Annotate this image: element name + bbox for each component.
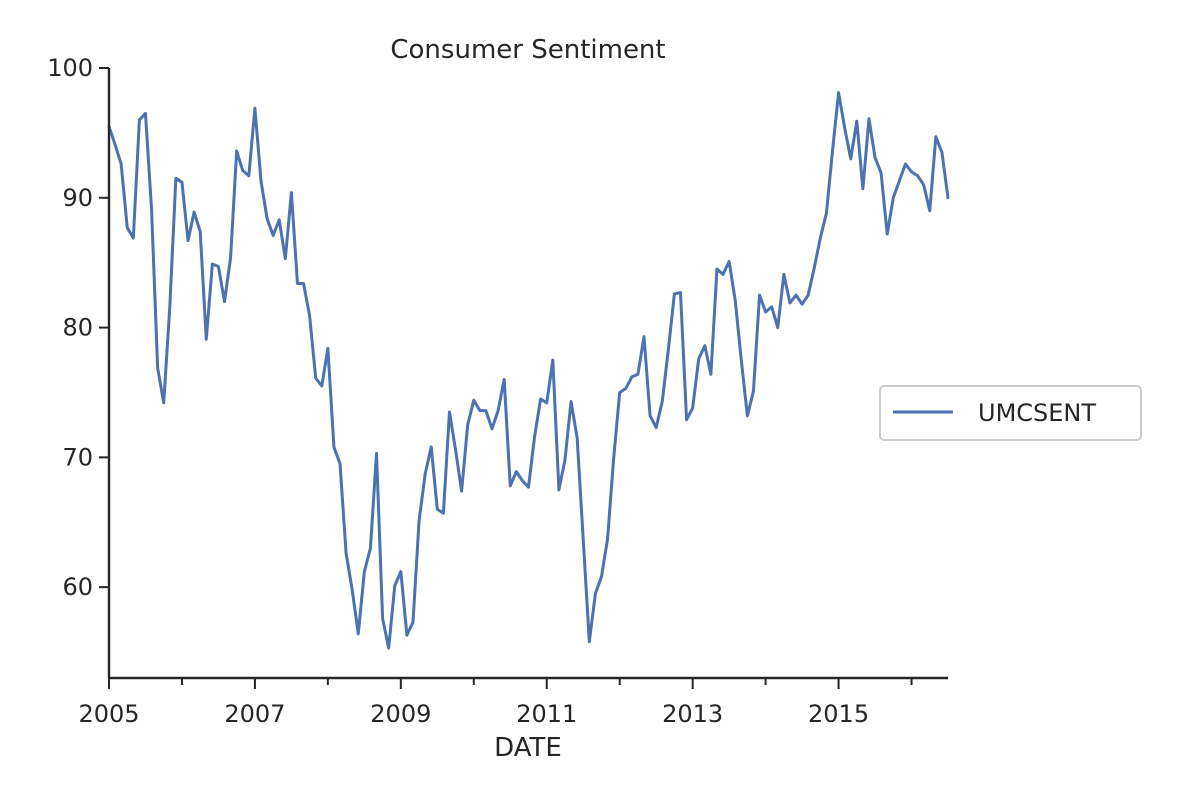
x-axis-label: DATE: [494, 733, 562, 763]
x-tick-label-2013: 2013: [662, 700, 723, 728]
x-tick-label-2007: 2007: [224, 700, 285, 728]
x-tick-label-2005: 2005: [78, 700, 139, 728]
y-tick-label-60: 60: [62, 573, 93, 601]
y-tick-label-100: 100: [47, 54, 93, 82]
x-axis-ticks: 2005 2007 2009 2011 2013 2015: [78, 678, 913, 728]
x-tick-label-2009: 2009: [370, 700, 431, 728]
x-tick-label-2011: 2011: [516, 700, 577, 728]
legend: UMCSENT: [879, 385, 1142, 441]
y-tick-label-80: 80: [62, 314, 93, 342]
legend-label-umcsent: UMCSENT: [978, 399, 1096, 427]
y-tick-label-90: 90: [62, 184, 93, 212]
y-axis-ticks: 60 70 80 90 100: [47, 54, 109, 601]
legend-box: [879, 385, 1142, 441]
plot-area: [107, 91, 950, 650]
y-tick-label-70: 70: [62, 443, 93, 471]
series-line-umcsent: [107, 91, 950, 650]
x-tick-label-2015: 2015: [808, 700, 869, 728]
chart-title: Consumer Sentiment: [390, 35, 665, 65]
